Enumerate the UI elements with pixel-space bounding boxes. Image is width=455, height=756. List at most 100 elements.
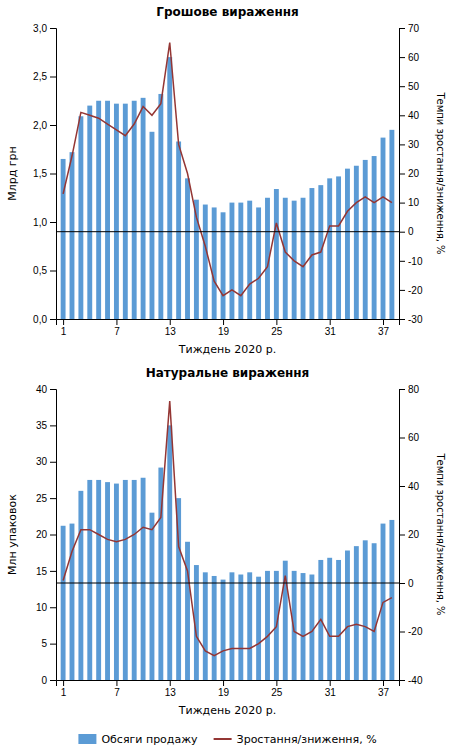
x-axis-tick-mark [330, 680, 331, 686]
y2-axis-tick-mark [399, 28, 405, 29]
y2-axis-tick-mark [399, 680, 405, 681]
bar [176, 141, 181, 319]
x-axis-tick-label: 1 [61, 687, 67, 698]
legend-swatch [78, 734, 96, 744]
y2-axis-tick-mark [399, 389, 405, 390]
x-axis-tick: 25 [271, 319, 283, 337]
bar [336, 560, 341, 680]
y-axis-tick: 30 [36, 456, 56, 467]
bar [141, 98, 146, 319]
x-axis-tick-label: 25 [271, 326, 283, 337]
bar [247, 201, 252, 319]
bar [78, 116, 83, 319]
y2-axis-tick: 0 [399, 226, 414, 237]
bar [132, 101, 137, 319]
chart-root: 1713192531370,00,51,01,52,02,53,0-30-20-… [0, 0, 455, 756]
y2-axis-tick-label: 30 [408, 139, 420, 150]
x-axis-tick-mark [170, 319, 171, 325]
y2-axis-tick-mark [399, 290, 405, 291]
x-axis-tick: 31 [325, 319, 337, 337]
x-axis: 171319253137 [57, 319, 400, 337]
y2-axis-tick-label: 60 [408, 432, 420, 443]
y2-axis-tick: 60 [399, 52, 420, 63]
line [63, 401, 392, 656]
y2-axis-tick-mark [399, 174, 405, 175]
legend-item: Обсяги продажу [78, 733, 198, 746]
y-axis-tick-mark [50, 174, 56, 175]
bar [70, 152, 75, 319]
bar [229, 572, 234, 680]
bar-series [61, 425, 395, 680]
x-axis-tick-mark [383, 680, 384, 686]
y2-axis-tick: 60 [399, 432, 420, 443]
x-axis-tick: 37 [378, 680, 390, 698]
y2-axis: -30-20-10010203040506070 [399, 23, 423, 325]
bar [114, 104, 119, 319]
bar [61, 526, 66, 680]
y2-axis-tick: -30 [399, 314, 423, 325]
y2-axis: -40-20020406080 [399, 384, 423, 686]
y-axis-tick-mark [50, 425, 56, 426]
y-axis-tick-label: 1,0 [33, 217, 47, 228]
panel: 1713192531370510152025303540-40-20020406… [6, 366, 446, 717]
y2-axis-tick: -40 [399, 675, 423, 686]
y-axis-tick-label: 20 [36, 529, 48, 540]
y2-axis-tick-mark [399, 144, 405, 145]
x-axis-title: Тиждень 2020 р. [178, 343, 276, 356]
y-axis-tick: 35 [36, 420, 56, 431]
bar [301, 573, 306, 680]
y-axis-tick: 25 [36, 493, 56, 504]
x-axis-tick-mark [330, 319, 331, 325]
y-axis-tick-label: 40 [36, 384, 48, 395]
y-axis-line [50, 390, 57, 681]
y2-axis-tick: 70 [399, 23, 420, 34]
x-axis-tick: 37 [378, 319, 390, 337]
legend-swatch [214, 738, 232, 740]
x-axis: 171319253137 [57, 680, 400, 698]
panel: 1713192531370,00,51,01,52,02,53,0-30-20-… [6, 5, 446, 356]
y2-axis-tick-label: -20 [408, 285, 423, 296]
y-axis-tick-label: 35 [36, 420, 48, 431]
y-axis-tick-mark [50, 607, 56, 608]
x-axis-tick-label: 19 [218, 687, 230, 698]
bar [132, 480, 137, 680]
bar [301, 198, 306, 319]
bar [150, 132, 155, 319]
y2-axis-title: Темпи зростання/зниження, % [435, 452, 446, 615]
bar [381, 138, 386, 319]
x-axis-tick-mark [170, 680, 171, 686]
y-axis-tick: 15 [36, 566, 56, 577]
bar [238, 203, 243, 319]
y-axis-tick-label: 30 [36, 456, 48, 467]
bar [78, 491, 83, 680]
bar [150, 513, 155, 680]
x-axis-tick-mark [383, 319, 384, 325]
bar [105, 101, 110, 319]
bar [363, 540, 368, 680]
bar [141, 478, 146, 680]
x-axis-tick-mark [276, 680, 277, 686]
bar [203, 205, 208, 319]
x-axis-tick-label: 31 [325, 687, 337, 698]
y-axis-tick-label: 2,0 [33, 120, 47, 131]
y2-axis-tick: 20 [399, 529, 420, 540]
y-axis-tick-mark [50, 644, 56, 645]
y-axis-tick: 5 [41, 638, 56, 649]
y2-axis-tick-label: -40 [408, 675, 423, 686]
bar [61, 159, 66, 319]
y2-axis-line [400, 390, 406, 681]
bar [274, 189, 279, 319]
y-axis-tick-label: 0,5 [33, 265, 47, 276]
y-axis: 0510152025303540 [36, 384, 57, 686]
x-axis-tick: 13 [165, 680, 177, 698]
y2-axis-tick: 0 [399, 578, 414, 589]
y-axis-tick-label: 5 [41, 638, 47, 649]
line [63, 43, 392, 296]
y-axis-line [50, 29, 57, 320]
zero-line [56, 583, 399, 584]
bar [167, 57, 172, 319]
y2-axis-tick-mark [399, 57, 405, 58]
y2-axis-tick-label: 40 [408, 481, 420, 492]
x-axis-tick-mark [116, 680, 117, 686]
bar [212, 576, 217, 680]
